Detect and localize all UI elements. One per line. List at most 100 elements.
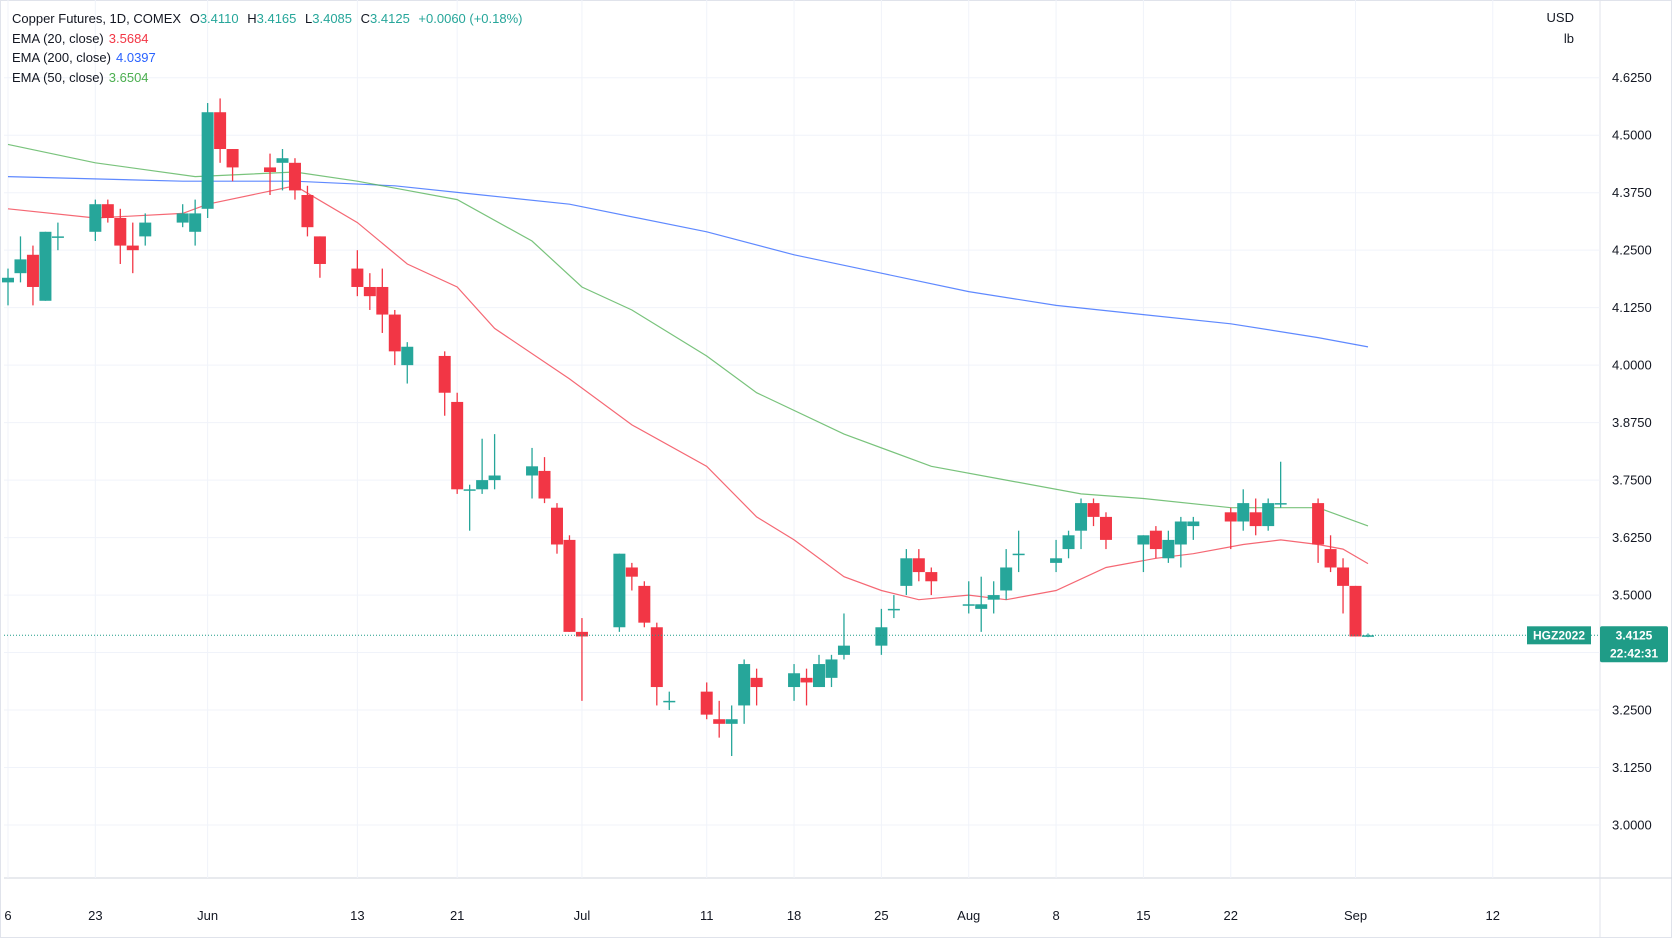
x-tick-label: 23 [88, 908, 102, 923]
price-change: +0.0060 (+0.18%) [418, 11, 523, 26]
indicator-ema20[interactable]: EMA (20, close) 3.5684 [12, 29, 523, 49]
candle [1349, 585, 1362, 637]
candle-body [1087, 503, 1100, 517]
candle [837, 613, 850, 660]
candle [650, 622, 663, 706]
candle-body [800, 677, 813, 683]
ema-line-1 [7, 176, 1369, 348]
x-tick-label: 18 [787, 908, 801, 923]
candle [463, 484, 476, 531]
candle-body [264, 167, 277, 173]
ohlc-close-label: C [360, 11, 371, 26]
candle-body [351, 268, 364, 287]
countdown-label: 22:42:31 [1610, 646, 1658, 660]
candle [1324, 535, 1337, 573]
candle [14, 236, 27, 283]
candle [176, 204, 189, 228]
candle-body [114, 217, 127, 246]
ohlc-open-label: O [189, 11, 200, 26]
candle-body [1349, 585, 1362, 637]
candle [401, 342, 414, 384]
candle [1174, 516, 1187, 568]
candle [476, 438, 489, 494]
candle [713, 700, 726, 738]
candle [1162, 530, 1175, 563]
candle-body [1324, 549, 1337, 568]
indicator-value: 4.0397 [116, 50, 156, 65]
ohlc-open-value: 3.4110 [199, 11, 239, 26]
candle-body [1337, 567, 1350, 586]
candle [912, 549, 925, 582]
candle-body [1000, 567, 1013, 591]
candle-body [51, 236, 64, 238]
candle [887, 595, 900, 619]
candle-body [139, 222, 152, 237]
candle-body [987, 595, 1000, 600]
candle-body [613, 553, 626, 628]
candle [363, 273, 376, 310]
x-tick-label: Jul [574, 908, 591, 923]
candle-body [575, 631, 588, 637]
candle-body [26, 254, 39, 287]
candle [201, 103, 214, 218]
candle-body [825, 659, 838, 678]
candle-body [538, 470, 551, 499]
candle [1249, 498, 1262, 536]
candle-body [201, 112, 214, 209]
candle [351, 250, 364, 297]
symbol-title[interactable]: Copper Futures, 1D, COMEX [12, 11, 182, 26]
y-tick-label: 3.0000 [1612, 818, 1652, 833]
indicator-ema200[interactable]: EMA (200, close) 4.0397 [12, 48, 523, 68]
x-tick-label: Aug [957, 908, 980, 923]
candle-body [1050, 558, 1063, 563]
candle-body [276, 158, 289, 163]
candle-body [388, 314, 401, 352]
candle-body [1174, 521, 1187, 545]
candle [139, 213, 152, 246]
candle [1262, 498, 1275, 531]
unit-label[interactable]: lb [1563, 31, 1574, 46]
candle-body [1187, 521, 1200, 527]
candle [376, 268, 389, 333]
candle-body [476, 480, 489, 490]
candle [738, 659, 751, 724]
indicator-label: EMA (20, close) [12, 30, 104, 46]
candle-body [1262, 503, 1275, 527]
candle [813, 654, 826, 688]
x-tick-label: Sep [1344, 908, 1367, 923]
indicator-ema50[interactable]: EMA (50, close) 3.6504 [12, 68, 523, 88]
candle [1087, 498, 1100, 527]
currency-label[interactable]: USD [1546, 10, 1574, 25]
candle-body [214, 112, 227, 150]
candle-body [837, 645, 850, 655]
candle-body [887, 608, 900, 611]
candle [925, 567, 938, 596]
candle-body [638, 585, 651, 623]
candle-body [526, 466, 539, 476]
symbol-tag-label: HGZ2022 [1533, 628, 1585, 642]
symbol-row: Copper Futures, 1D, COMEX O3.4110 H3.416… [12, 9, 523, 29]
candle [663, 691, 676, 711]
candle [89, 199, 102, 241]
candle-body [488, 475, 501, 481]
candle-body [363, 286, 376, 297]
candle-body [401, 346, 414, 366]
candle-body [550, 507, 563, 545]
candle-body [288, 162, 301, 191]
y-tick-label: 3.2500 [1612, 703, 1652, 718]
candle-body [451, 401, 464, 490]
candle-body [912, 558, 925, 573]
last-price-tag: 3.4125 22:42:31 [1600, 626, 1668, 663]
x-tick-label: 25 [874, 908, 888, 923]
candle [613, 553, 626, 632]
candle [1062, 530, 1075, 559]
candle-body [301, 195, 314, 228]
candle-body [1274, 503, 1287, 505]
candle [538, 457, 551, 504]
candle-body [563, 539, 576, 632]
candle-body [1312, 503, 1325, 545]
x-tick-label: 11 [700, 908, 714, 923]
candle [488, 434, 501, 490]
